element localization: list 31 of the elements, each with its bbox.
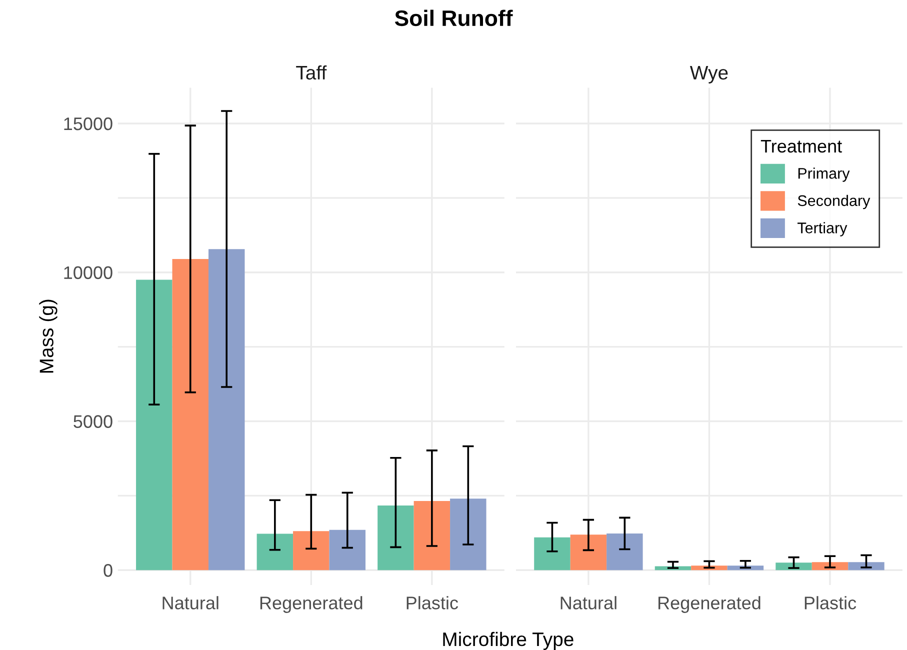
chart-subtitle: Wye — [690, 66, 728, 84]
y-tick-label: 0 — [104, 564, 112, 577]
bar — [256, 534, 294, 570]
bar — [606, 533, 643, 570]
y-tick-label: 10000 — [64, 266, 112, 280]
y-axis-title: Mass (g) — [39, 300, 58, 373]
x-tick-label: Regenerated — [260, 596, 362, 613]
bar — [208, 249, 245, 570]
bar — [570, 534, 607, 570]
x-tick-label: Natural — [162, 596, 218, 610]
bar — [136, 280, 172, 570]
bar — [534, 537, 570, 570]
chart-title: Soil Runoff — [394, 10, 513, 26]
bar — [450, 498, 486, 570]
bar — [329, 530, 366, 570]
bar — [414, 501, 450, 570]
x-axis-title: Microfibre Type — [443, 632, 574, 650]
bar — [293, 531, 330, 570]
x-tick-label: Plastic — [406, 596, 458, 610]
bar — [172, 258, 208, 570]
y-tick-label: 5000 — [74, 415, 112, 428]
bar — [378, 506, 414, 570]
legend-label: Secondary — [798, 194, 870, 210]
x-tick-label: Natural — [560, 596, 616, 610]
x-tick-label: Regenerated — [658, 596, 760, 613]
x-tick-label: Plastic — [804, 596, 856, 610]
legend-label: Tertiary — [798, 222, 848, 236]
legend-title: Treatment — [760, 140, 842, 153]
y-tick-label: 15000 — [64, 117, 112, 130]
chart-subtitle: Taff — [296, 65, 327, 80]
legend-label: Primary — [798, 168, 850, 182]
